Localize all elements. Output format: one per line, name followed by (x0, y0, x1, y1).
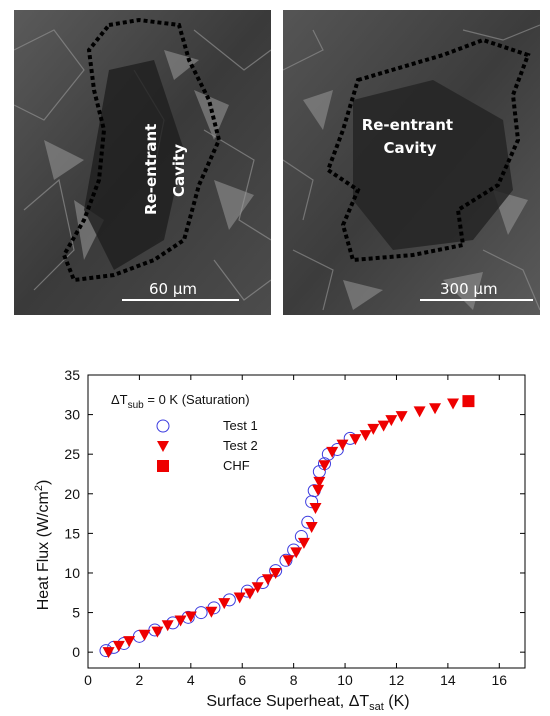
y-tick-label: 30 (64, 407, 80, 423)
test-2-point (326, 446, 339, 458)
y-tick-label: 25 (64, 446, 80, 462)
test-2-point (429, 403, 442, 415)
test-2-point (318, 460, 331, 472)
x-tick-label: 10 (337, 672, 353, 688)
test-2-point (313, 476, 326, 488)
cavity-label-left: Re-entrant Cavity (142, 118, 188, 215)
test-2-point (359, 430, 372, 442)
test-2-point (151, 626, 164, 638)
x-tick-label: 6 (238, 672, 246, 688)
test-2-point (102, 647, 115, 659)
test-2-point (205, 606, 218, 618)
x-axis-title: Surface Superheat, ΔTsat (K) (206, 693, 409, 713)
cavity-outline-left (61, 17, 222, 283)
legend-marker-test-2 (157, 441, 169, 452)
test-1-point (279, 553, 293, 567)
axis-ticks: 0 2 4 6 8 10 12 14 16 0 5 10 15 20 25 30 35 (64, 367, 525, 688)
test-2-point (282, 555, 295, 567)
y-tick-label: 20 (64, 486, 80, 502)
test-2-point (174, 615, 187, 627)
x-tick-label: 2 (136, 672, 144, 688)
test-2-point (261, 574, 274, 586)
y-tick-label: 15 (64, 525, 80, 541)
test-2-point (243, 588, 256, 600)
condition-annotation: ΔTsub = 0 K (Saturation) (111, 392, 250, 411)
x-tick-label: 14 (440, 672, 456, 688)
cavity-label-right: Re-entrant Cavity (362, 116, 459, 157)
test-2-point (349, 434, 362, 446)
scale-label-right: 300 µm (440, 280, 498, 298)
y-tick-label: 5 (72, 605, 80, 621)
micrograph-left: Re-entrant Cavity 60 µm (14, 10, 271, 315)
test-2-point (413, 406, 426, 418)
test-2-point (309, 503, 322, 515)
x-tick-label: 0 (84, 672, 92, 688)
test-2-point (138, 629, 151, 641)
test-2-point (305, 522, 318, 534)
y-tick-label: 10 (64, 565, 80, 581)
plot-frame (87, 374, 526, 669)
legend: Test 1 Test 2 CHF (156, 418, 258, 473)
test-2-point (395, 411, 408, 423)
test-2-point (269, 567, 282, 579)
y-axis-title: Heat Flux (W/cm2) (33, 480, 52, 611)
legend-label-chf: CHF (223, 458, 250, 473)
test-2-point (112, 640, 125, 652)
x-tick-label: 4 (187, 672, 195, 688)
test-2-point (218, 598, 231, 610)
test-2-point (336, 439, 349, 451)
test-2-point (184, 611, 197, 623)
test-2-point (312, 484, 325, 496)
test-2-point (233, 592, 246, 604)
test-2-point (385, 415, 398, 427)
heat-flux-chart: 0 2 4 6 8 10 12 14 16 0 5 10 15 20 25 30 35 Surface Supe… (33, 367, 526, 713)
legend-marker-test-1 (156, 419, 170, 433)
test-2-point (297, 537, 310, 549)
y-tick-label: 35 (64, 367, 80, 383)
test-2-point (447, 398, 460, 410)
data-marks (99, 395, 475, 659)
test-2-point (123, 636, 136, 648)
y-tick-label: 0 (72, 644, 80, 660)
legend-marker-chf (157, 460, 169, 472)
x-tick-label: 12 (389, 672, 405, 688)
scale-label-left: 60 µm (149, 280, 197, 298)
cavity-outline-right (325, 37, 531, 263)
test-2-point (377, 420, 390, 432)
test-2-point (251, 582, 264, 594)
test-2-point (161, 620, 174, 632)
test-1-point (194, 606, 208, 620)
legend-label-test-2: Test 2 (223, 438, 258, 453)
micrograph-right: Re-entrant Cavity 300 µm (283, 10, 540, 315)
chf-point (462, 395, 475, 408)
x-tick-label: 16 (492, 672, 508, 688)
x-tick-label: 8 (290, 672, 298, 688)
legend-label-test-1: Test 1 (223, 418, 258, 433)
plot-border (87, 374, 526, 669)
test-2-point (367, 423, 380, 435)
test-2-point (290, 547, 303, 559)
